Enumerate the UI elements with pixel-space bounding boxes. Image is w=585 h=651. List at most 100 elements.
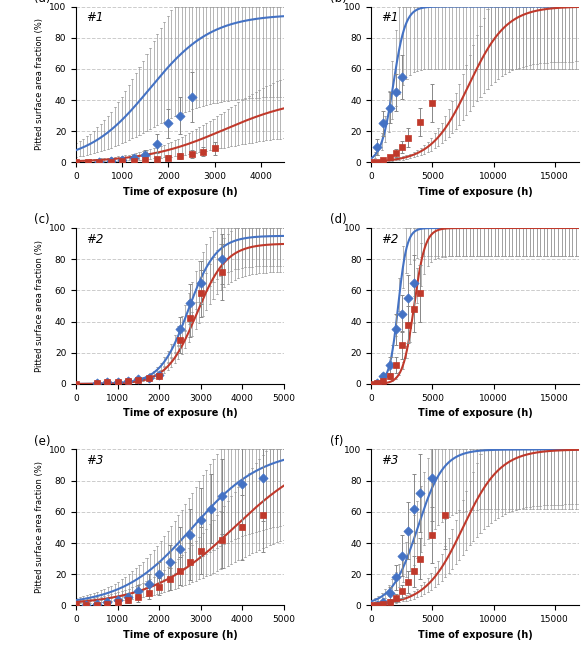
Point: [196, 514, 205, 525]
Point: [217, 491, 226, 501]
Point: [367, 379, 376, 389]
Point: [187, 92, 196, 102]
Point: [385, 588, 394, 598]
Point: [391, 572, 400, 583]
Point: [176, 335, 185, 346]
Point: [373, 378, 382, 389]
Point: [154, 371, 164, 381]
Text: #1: #1: [87, 11, 104, 24]
Point: [185, 298, 195, 308]
Point: [403, 132, 412, 143]
Point: [238, 478, 247, 489]
Point: [397, 72, 407, 82]
Text: #3: #3: [87, 454, 104, 467]
Point: [196, 546, 205, 556]
Point: [379, 376, 388, 386]
Point: [440, 510, 449, 520]
Point: [403, 577, 412, 587]
Point: [385, 360, 394, 370]
Point: [379, 599, 388, 609]
Point: [92, 600, 102, 610]
Point: [198, 146, 208, 157]
Text: #2: #2: [87, 232, 104, 245]
Point: [118, 155, 127, 165]
Text: (b): (b): [330, 0, 346, 5]
Point: [134, 586, 143, 596]
Point: [165, 574, 174, 584]
Point: [144, 588, 153, 598]
Point: [129, 156, 139, 166]
Point: [140, 155, 150, 165]
Point: [123, 595, 133, 605]
X-axis label: Time of exposure (h): Time of exposure (h): [123, 408, 238, 418]
Point: [102, 599, 112, 609]
Point: [397, 340, 407, 350]
Point: [379, 597, 388, 607]
Point: [129, 152, 139, 163]
Point: [152, 154, 161, 165]
Point: [164, 118, 173, 129]
Point: [123, 376, 133, 386]
Point: [415, 117, 425, 127]
Text: (d): (d): [330, 214, 346, 227]
Point: [92, 378, 102, 389]
Point: [71, 158, 81, 168]
Point: [415, 553, 425, 564]
Point: [185, 557, 195, 567]
Point: [373, 142, 382, 152]
Point: [106, 156, 115, 166]
Point: [176, 111, 185, 121]
Point: [176, 544, 185, 555]
X-axis label: Time of exposure (h): Time of exposure (h): [418, 187, 532, 197]
Point: [367, 158, 376, 168]
Point: [403, 320, 412, 330]
Point: [113, 597, 122, 607]
Point: [134, 374, 143, 385]
Point: [196, 288, 205, 299]
Point: [415, 488, 425, 499]
Point: [403, 525, 412, 536]
Point: [176, 324, 185, 335]
Point: [83, 157, 92, 167]
Point: [185, 313, 195, 324]
Point: [391, 148, 400, 158]
Point: [428, 530, 437, 540]
Point: [373, 156, 382, 167]
Point: [210, 143, 219, 154]
Point: [154, 581, 164, 592]
Point: [385, 152, 394, 162]
Point: [187, 148, 196, 159]
Point: [154, 370, 164, 381]
X-axis label: Time of exposure (h): Time of exposure (h): [123, 187, 238, 197]
Point: [397, 550, 407, 561]
Point: [391, 324, 400, 335]
Point: [385, 597, 394, 607]
Point: [410, 277, 419, 288]
Point: [94, 157, 104, 167]
Point: [217, 266, 226, 277]
Point: [82, 600, 91, 610]
Point: [238, 522, 247, 533]
Y-axis label: Pitted surface area fraction (%): Pitted surface area fraction (%): [35, 240, 43, 372]
Point: [428, 98, 437, 109]
Point: [367, 600, 376, 611]
Point: [379, 155, 388, 165]
Point: [113, 595, 122, 605]
Point: [373, 600, 382, 610]
Y-axis label: Pitted surface area fraction (%): Pitted surface area fraction (%): [35, 18, 43, 150]
Point: [385, 103, 394, 113]
Point: [71, 379, 81, 389]
Point: [94, 156, 104, 167]
Point: [373, 600, 382, 610]
Text: #2: #2: [381, 232, 399, 245]
Point: [92, 599, 102, 609]
Point: [373, 378, 382, 389]
Point: [391, 87, 400, 98]
Point: [176, 566, 185, 576]
Point: [207, 503, 216, 514]
Point: [217, 534, 226, 545]
Point: [379, 371, 388, 381]
Point: [259, 510, 268, 520]
Text: #3: #3: [381, 454, 399, 467]
Text: (c): (c): [35, 214, 50, 227]
